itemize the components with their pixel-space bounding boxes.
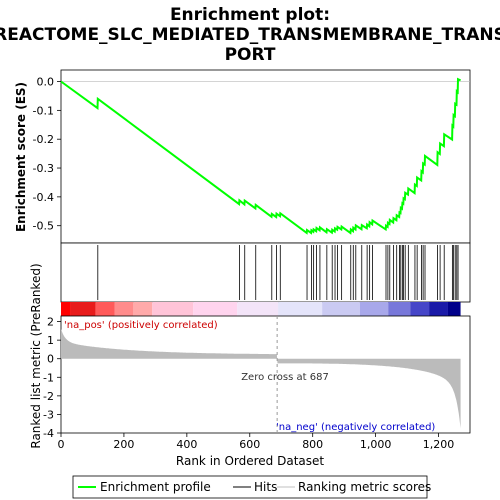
color-bar-segment xyxy=(61,302,71,316)
legend-metric-label: Ranking metric scores xyxy=(298,480,431,494)
neg-label: 'na_neg' (negatively correlated) xyxy=(276,422,435,433)
metric-panel xyxy=(60,315,471,434)
color-bar-segment xyxy=(152,302,194,316)
zero-cross-label: Zero cross at 687 xyxy=(241,372,329,383)
es-tick-label: -0.1 xyxy=(33,104,54,117)
color-bar-segment xyxy=(388,302,411,316)
color-bar-segment xyxy=(278,302,323,316)
x-tick-label: 200 xyxy=(113,438,134,451)
metric-tick-label: 1 xyxy=(47,334,54,347)
metric-tick-label: -3 xyxy=(43,408,54,421)
x-tick-label: 800 xyxy=(302,438,323,451)
es-tick-label: -0.3 xyxy=(33,162,54,175)
ranking-metric-area xyxy=(61,329,461,429)
legend-hits-label: Hits xyxy=(254,480,277,494)
color-bar-segment xyxy=(429,302,448,316)
metric-axis-label: Ranked list metric (PreRanked) xyxy=(29,263,43,448)
metric-tick-label: -1 xyxy=(43,371,54,384)
color-bar-segment xyxy=(70,302,96,316)
x-axis-label: Rank in Ordered Dataset xyxy=(176,454,324,468)
chart-title-line1: Enrichment plot: xyxy=(170,5,330,25)
metric-area xyxy=(61,329,461,429)
es-panel xyxy=(60,69,471,244)
hits-layer xyxy=(97,245,459,300)
color-bar-segment xyxy=(237,302,279,316)
color-bar-segment xyxy=(322,302,360,316)
color-bar-segment xyxy=(359,302,389,316)
rank-color-bar xyxy=(61,302,461,316)
x-tick-label: 1,000 xyxy=(360,438,392,451)
enrichment-profile-line xyxy=(60,77,462,235)
es-tick-label: -0.5 xyxy=(33,220,54,233)
color-bar-segment xyxy=(95,302,115,316)
metric-y-ticks: 2 1 0 -1 -2 -3 -4 xyxy=(43,316,61,440)
x-tick-label: 1,200 xyxy=(423,438,455,451)
x-tick-label: 400 xyxy=(176,438,197,451)
color-bar-segment xyxy=(410,302,430,316)
metric-tick-label: 0 xyxy=(47,353,54,366)
metric-tick-label: 2 xyxy=(47,316,54,329)
color-bar-segment xyxy=(193,302,238,316)
es-tick-label: 0.0 xyxy=(37,76,55,89)
es-tick-label: -0.2 xyxy=(33,133,54,146)
color-bar-segment xyxy=(447,302,461,316)
pos-label: 'na_pos' (positively correlated) xyxy=(64,320,218,331)
x-tick-label: 0 xyxy=(58,438,65,451)
es-tick-label: -0.4 xyxy=(33,191,54,204)
color-bar-segment xyxy=(114,302,134,316)
es-axis-label: Enrichment score (ES) xyxy=(14,82,28,232)
metric-tick-label: -4 xyxy=(43,427,54,440)
metric-tick-label: -2 xyxy=(43,390,54,403)
x-ticks: 0 200 400 600 800 1,000 1,200 xyxy=(58,433,455,451)
es-y-ticks: 0.0 -0.1 -0.2 -0.3 -0.4 -0.5 xyxy=(33,76,61,233)
chart-title-line2: REACTOME_SLC_MEDIATED_TRANSMEMBRANE_TRAN… xyxy=(0,25,500,45)
legend-profile-label: Enrichment profile xyxy=(100,480,211,494)
x-tick-label: 600 xyxy=(239,438,260,451)
hits-panel xyxy=(60,242,471,303)
chart-title-line3: PORT xyxy=(225,45,276,65)
color-bar-segment xyxy=(133,302,153,316)
